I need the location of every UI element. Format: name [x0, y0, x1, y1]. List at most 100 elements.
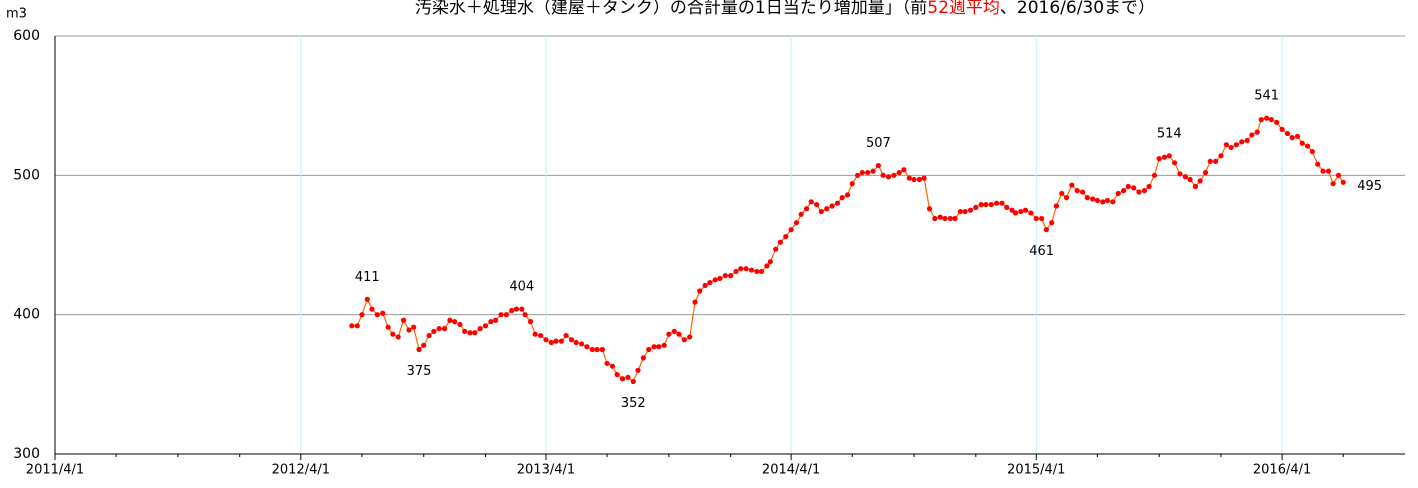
data-point [1305, 143, 1311, 149]
data-point [354, 323, 360, 329]
data-point [967, 207, 974, 213]
data-point [773, 246, 779, 252]
x-tick-label: 2015/4/1 [1007, 463, 1065, 478]
annotation: 404 [509, 280, 534, 295]
data-point [1166, 153, 1172, 159]
data-point [901, 167, 907, 173]
data-point [421, 342, 427, 348]
data-point [921, 175, 927, 181]
data-point [498, 312, 504, 318]
data-point [1330, 181, 1336, 187]
data-point [431, 328, 437, 334]
data-point [646, 346, 652, 353]
data-point [738, 266, 744, 272]
x-tick-label: 2016/4/1 [1253, 463, 1311, 478]
data-point [614, 371, 620, 378]
data-point [988, 201, 994, 208]
annotation: 541 [1254, 89, 1279, 104]
data-point [767, 259, 773, 265]
data-point [880, 172, 886, 178]
data-point [712, 277, 718, 283]
data-point [758, 268, 765, 275]
data-point [543, 337, 549, 343]
data-point [733, 268, 739, 275]
data-point [834, 200, 841, 206]
title-prefix: 汚染水＋処理水（建屋＋タンク）の合計量の1日当たり増加量」（前 [415, 0, 927, 18]
annotation: 352 [621, 396, 646, 411]
data-point [1239, 139, 1245, 145]
data-point [1309, 149, 1315, 155]
data-point [1090, 196, 1096, 202]
data-point [1120, 188, 1127, 194]
data-point [855, 172, 861, 178]
data-point [681, 337, 687, 343]
data-point [1325, 168, 1332, 174]
x-tick-label: 2011/4/1 [26, 463, 84, 478]
data-point [619, 376, 626, 382]
data-point [1274, 119, 1280, 125]
data-point [1202, 169, 1209, 176]
data-point [962, 208, 968, 215]
x-tick-label: 2013/4/1 [517, 463, 575, 478]
data-point [568, 337, 575, 343]
data-point [1039, 215, 1045, 222]
y-tick-label: 600 [13, 28, 40, 44]
y-unit: m3 [6, 7, 27, 22]
data-point [482, 323, 489, 329]
data-point [1182, 174, 1188, 180]
data-point [1244, 137, 1250, 144]
data-point [604, 360, 610, 367]
y-tick-label: 400 [13, 307, 40, 323]
data-point [436, 326, 442, 332]
data-point [942, 215, 948, 222]
data-point [1018, 208, 1024, 215]
data-point [687, 334, 693, 340]
chart-title: 汚染水＋処理水（建屋＋タンク）の合計量の1日当たり増加量」（前52週平均、201… [415, 0, 1155, 18]
data-point [488, 319, 494, 325]
data-point [625, 374, 631, 380]
data-point [952, 215, 958, 222]
data-point [635, 367, 641, 373]
data-point [849, 181, 855, 187]
data-point [983, 201, 989, 208]
title-suffix: 、2016/6/30まで） [1000, 0, 1155, 18]
data-point [1228, 144, 1234, 151]
data-point [824, 206, 830, 212]
data-point [1212, 158, 1219, 164]
data-point [754, 268, 760, 275]
data-point [859, 169, 865, 176]
data-point [513, 306, 520, 312]
data-point [707, 280, 713, 286]
data-point [527, 319, 534, 325]
data-point [1022, 207, 1029, 213]
data-point [1100, 199, 1106, 205]
data-point [885, 174, 892, 180]
data-point [911, 176, 917, 183]
data-point [472, 330, 478, 336]
data-point [764, 263, 770, 269]
data-point [492, 317, 499, 323]
data-point [808, 199, 814, 205]
data-point [503, 312, 509, 318]
data-point [1131, 185, 1137, 191]
data-point [728, 273, 734, 279]
data-point [1233, 142, 1240, 148]
series-line [351, 117, 1344, 383]
annotation: 507 [866, 136, 891, 151]
data-point [1136, 189, 1142, 195]
x-tick-label: 2014/4/1 [762, 463, 820, 478]
data-point [1254, 129, 1260, 135]
data-point [999, 200, 1005, 206]
data-point [702, 282, 708, 289]
data-point [916, 176, 923, 183]
data-point [1012, 210, 1019, 216]
data-point [692, 299, 698, 305]
data-point [1080, 189, 1086, 195]
data-point [369, 306, 375, 312]
data-point [891, 172, 897, 178]
data-point [1161, 154, 1168, 160]
data-point [1125, 183, 1131, 190]
annotation: 375 [407, 364, 432, 379]
data-point [697, 288, 703, 294]
